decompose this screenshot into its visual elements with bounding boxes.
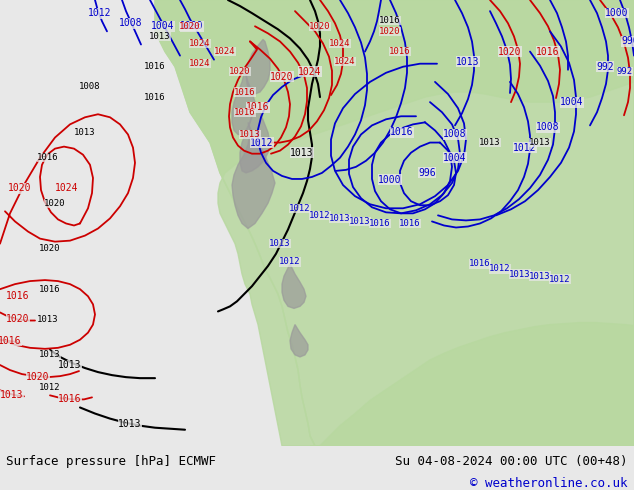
Text: 1013: 1013 [39,350,61,359]
Polygon shape [232,122,275,228]
Text: 1013: 1013 [37,315,59,324]
Text: Su 04-08-2024 00:00 UTC (00+48): Su 04-08-2024 00:00 UTC (00+48) [395,455,628,468]
Polygon shape [310,322,634,446]
Text: 1020: 1020 [230,67,251,76]
Text: 1016: 1016 [469,259,491,269]
Text: 1012: 1012 [289,204,311,213]
Text: 1024: 1024 [214,47,236,56]
Text: 1024: 1024 [329,39,351,48]
Text: 1016: 1016 [39,285,61,294]
Text: 1020: 1020 [179,22,201,31]
Text: 1016: 1016 [145,62,165,71]
Polygon shape [282,264,306,308]
Polygon shape [232,72,255,134]
Text: 1008: 1008 [79,82,101,92]
Text: 1016: 1016 [536,47,560,56]
Text: 1016: 1016 [246,102,269,112]
Text: 1004: 1004 [560,97,584,107]
Text: 1020: 1020 [270,72,294,82]
Text: 1013: 1013 [74,128,96,137]
Text: 1013: 1013 [290,147,314,158]
Text: 1012: 1012 [39,383,61,392]
Text: 1020: 1020 [6,314,30,323]
Text: 1004: 1004 [152,21,175,31]
Text: 1013: 1013 [529,138,551,147]
Text: 1016: 1016 [58,394,82,404]
Polygon shape [240,102,270,173]
Text: 1016: 1016 [399,219,421,228]
Text: 1012: 1012 [279,257,301,267]
Polygon shape [290,324,308,357]
Text: 1016: 1016 [389,47,411,56]
Text: 1020: 1020 [44,199,66,208]
Polygon shape [246,39,270,94]
Text: 1000: 1000 [378,175,402,185]
Text: 1000: 1000 [180,21,204,31]
Text: 1013: 1013 [456,57,480,67]
Text: 1013: 1013 [0,391,23,400]
Text: 1013: 1013 [269,239,291,248]
Text: 1013: 1013 [239,130,261,139]
Text: 1024: 1024 [334,57,356,66]
Text: 1000: 1000 [605,8,629,18]
Text: 1008: 1008 [536,122,560,132]
Text: 1013: 1013 [119,418,142,429]
Text: 1013: 1013 [149,32,171,41]
Text: 1012: 1012 [514,143,537,152]
Text: 1020: 1020 [26,372,49,382]
Text: 1013: 1013 [529,271,551,281]
Text: 1020: 1020 [379,27,401,36]
Text: Surface pressure [hPa] ECMWF: Surface pressure [hPa] ECMWF [6,455,216,468]
Text: 1024: 1024 [55,183,79,193]
Text: 1013: 1013 [479,138,501,147]
Text: 1020: 1020 [39,244,61,253]
Text: 1016: 1016 [6,291,30,301]
Text: 1012: 1012 [88,8,112,18]
Text: 1024: 1024 [298,67,321,77]
Text: 1020: 1020 [498,47,522,56]
Polygon shape [155,0,634,446]
Text: 1016: 1016 [145,93,165,101]
Text: 992: 992 [596,62,614,72]
Text: 1013: 1013 [58,360,82,370]
Text: 1016: 1016 [391,127,414,138]
Text: 1016: 1016 [234,108,256,117]
Text: 1012: 1012 [309,211,331,220]
Text: 1016: 1016 [37,153,59,162]
Text: 1013: 1013 [349,217,371,226]
Text: 1013: 1013 [509,270,531,278]
Polygon shape [155,0,634,446]
Text: 1012: 1012 [549,274,571,284]
Text: 1016: 1016 [379,16,401,24]
Text: 1012: 1012 [250,138,274,147]
Text: 1024: 1024 [190,59,210,68]
Text: 1012: 1012 [489,265,511,273]
Text: 1020: 1020 [8,183,32,193]
Text: 992: 992 [617,67,633,76]
Text: 1004: 1004 [443,153,467,163]
Text: 1016: 1016 [234,88,256,97]
Text: 1020: 1020 [309,22,331,31]
Text: 1016: 1016 [369,219,391,228]
Text: 1016: 1016 [0,336,22,346]
Text: 1008: 1008 [443,129,467,140]
Text: 1008: 1008 [119,18,143,28]
Text: © weatheronline.co.uk: © weatheronline.co.uk [470,477,628,490]
Text: 1013: 1013 [329,214,351,223]
Text: 1024: 1024 [190,39,210,48]
Text: 990: 990 [621,36,634,47]
Text: 996: 996 [418,168,436,178]
